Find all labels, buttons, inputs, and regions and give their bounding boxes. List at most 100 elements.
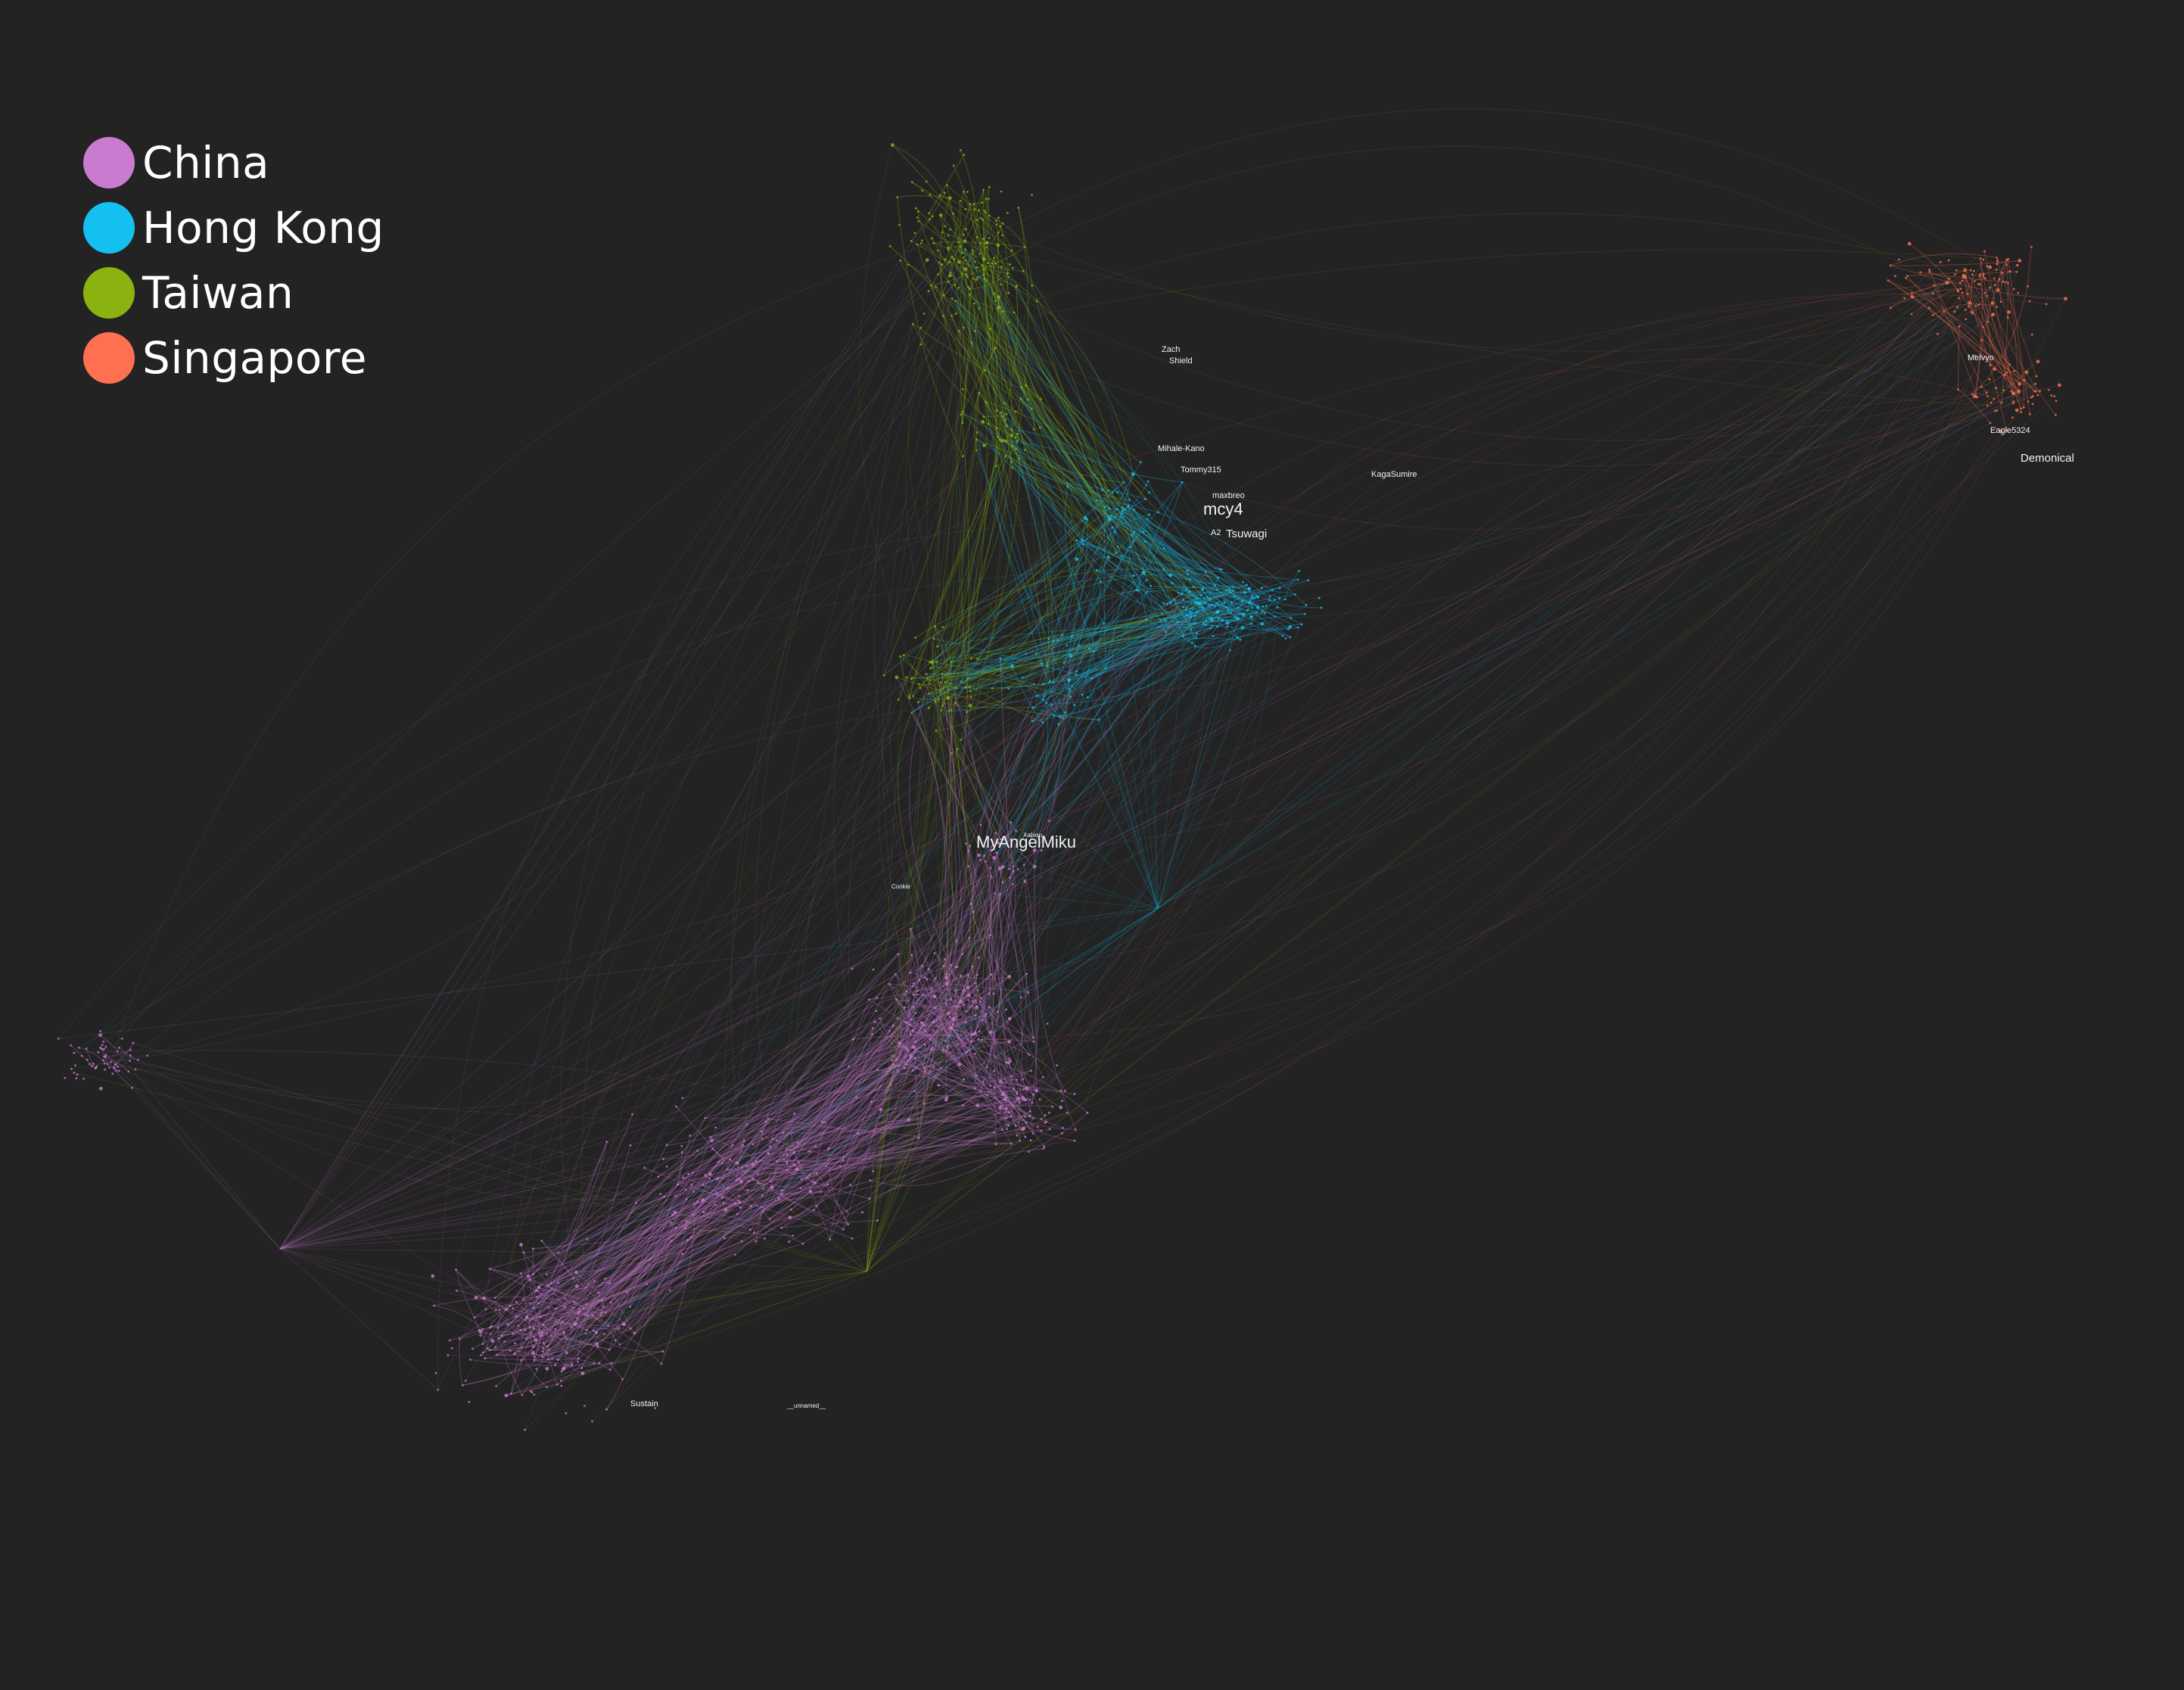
node-china	[1012, 1104, 1014, 1106]
node-taiwan	[919, 686, 922, 689]
node-singapore	[2014, 408, 2019, 412]
node-singapore	[1947, 281, 1950, 284]
node-china	[741, 1166, 743, 1169]
node-china	[988, 992, 991, 994]
node-taiwan	[1017, 207, 1020, 209]
node-china	[788, 1215, 792, 1220]
node-hong-kong	[1212, 624, 1214, 627]
node-hong-kong	[1101, 489, 1103, 491]
node-china	[1020, 996, 1022, 999]
node-singapore	[1955, 269, 1958, 272]
node-taiwan	[985, 242, 988, 244]
node-china	[720, 1197, 723, 1200]
node-singapore	[2055, 413, 2057, 416]
node-taiwan	[985, 400, 988, 403]
node-label: Xabion	[1023, 832, 1042, 839]
node-china	[1059, 1090, 1062, 1092]
node-china	[761, 1138, 764, 1140]
node-taiwan	[947, 196, 952, 200]
node-china	[565, 1411, 568, 1415]
node-taiwan	[941, 673, 943, 675]
node-taiwan	[993, 292, 996, 295]
node-singapore	[2015, 270, 2018, 273]
node-taiwan	[1022, 269, 1025, 272]
node-china	[993, 1131, 995, 1134]
node-taiwan	[979, 216, 982, 219]
node-china	[999, 838, 1002, 841]
node-hong-kong	[1290, 617, 1293, 620]
node-taiwan	[972, 302, 975, 305]
node-hong-kong	[1116, 491, 1119, 493]
node-hong-kong	[1173, 599, 1176, 602]
node-china	[1043, 1145, 1046, 1148]
node-hong-kong	[1274, 615, 1277, 618]
node-hong-kong	[1234, 595, 1236, 597]
node-hong-kong	[1071, 685, 1073, 688]
node-hong-kong	[1128, 499, 1131, 501]
node-singapore	[2007, 282, 2009, 285]
node-china	[646, 1283, 649, 1285]
node-hong-kong	[1220, 568, 1223, 571]
node-china	[101, 1044, 104, 1047]
node-singapore	[1989, 422, 1992, 425]
node-china	[872, 1027, 874, 1029]
node-hong-kong	[1148, 513, 1151, 516]
node-taiwan	[1011, 445, 1013, 447]
node-china	[894, 1059, 898, 1061]
node-taiwan	[1035, 300, 1038, 303]
node-singapore	[1953, 310, 1955, 313]
node-singapore	[2055, 400, 2058, 403]
node-taiwan	[964, 273, 967, 276]
node-singapore	[1963, 268, 1968, 272]
node-china	[1023, 1097, 1027, 1102]
node-china	[479, 1334, 482, 1337]
node-taiwan	[994, 347, 997, 350]
node-taiwan	[947, 281, 950, 283]
node-singapore	[1983, 250, 1986, 253]
node-china	[521, 1393, 524, 1396]
node-china	[626, 1291, 628, 1293]
node-china	[1006, 1060, 1011, 1065]
node-taiwan	[997, 435, 1000, 438]
node-china	[990, 973, 993, 976]
node-hong-kong	[1287, 627, 1290, 630]
node-taiwan	[982, 188, 985, 191]
node-china	[593, 1362, 596, 1365]
node-taiwan	[969, 203, 971, 206]
node-china	[610, 1362, 613, 1365]
node-hong-kong	[1223, 601, 1226, 604]
node-china	[904, 1021, 907, 1024]
node-taiwan	[932, 637, 935, 640]
node-china	[909, 928, 912, 930]
node-china	[1025, 1086, 1029, 1091]
node-singapore	[1999, 300, 2002, 303]
node-china	[751, 1177, 754, 1180]
node-china	[909, 1032, 912, 1035]
node-hong-kong	[1189, 577, 1191, 580]
node-taiwan	[959, 149, 962, 151]
node-china	[974, 1014, 977, 1017]
node-taiwan	[1040, 397, 1042, 400]
node-hong-kong	[1075, 674, 1078, 677]
node-singapore	[2027, 285, 2029, 288]
node-china	[104, 1045, 107, 1048]
node-hong-kong	[1297, 578, 1299, 581]
node-china	[946, 1096, 949, 1099]
node-china	[577, 1312, 580, 1315]
node-china	[584, 1332, 587, 1335]
node-china	[764, 1120, 767, 1122]
node-taiwan	[975, 266, 978, 269]
node-taiwan	[1006, 272, 1010, 275]
node-china	[521, 1346, 523, 1349]
node-taiwan	[970, 341, 973, 344]
node-taiwan	[914, 636, 917, 639]
node-china	[456, 1290, 458, 1292]
node-taiwan	[994, 262, 997, 265]
node-china	[631, 1113, 633, 1116]
node-taiwan	[995, 219, 997, 222]
node-hong-kong	[1045, 702, 1047, 705]
node-taiwan	[1011, 266, 1014, 269]
node-hong-kong	[1194, 601, 1197, 603]
node-china	[920, 964, 923, 967]
node-china	[1004, 1096, 1007, 1099]
